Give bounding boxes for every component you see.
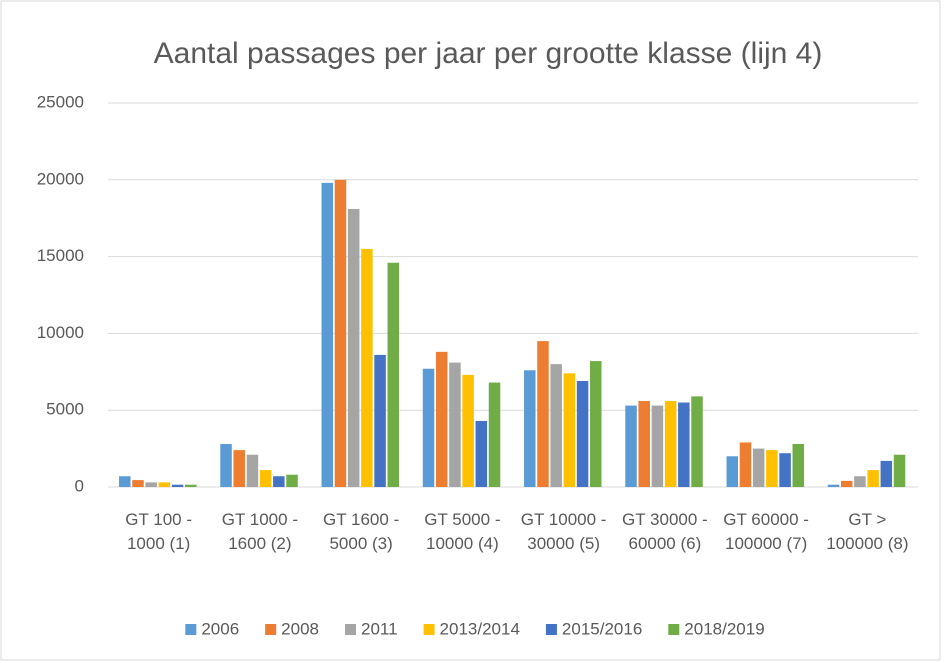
bar	[854, 476, 866, 487]
y-tick-label: 15000	[37, 246, 84, 265]
bar	[233, 450, 245, 487]
x-tick-label: GT 10000 - 30000 (5)	[520, 510, 607, 553]
bar	[678, 402, 690, 487]
legend-swatch	[265, 624, 277, 635]
bar	[524, 370, 536, 487]
bar	[651, 405, 664, 487]
bar	[286, 474, 298, 487]
legend-swatch	[344, 624, 356, 635]
x-tick-label: GT 30000 - 60000 (6)	[622, 510, 708, 553]
bar	[739, 442, 752, 487]
bar	[488, 382, 501, 487]
chart-title: Aantal passages per jaar per grootte kla…	[154, 37, 823, 70]
bar	[361, 248, 373, 487]
bar	[779, 453, 791, 487]
bar	[625, 405, 637, 487]
bar	[664, 400, 677, 487]
legend-label: 2015/2016	[562, 619, 642, 638]
bar	[827, 484, 840, 487]
legend-swatch	[185, 624, 197, 635]
bar	[321, 182, 334, 487]
legend-label: 2006	[201, 619, 239, 638]
legend-label: 2013/2014	[440, 619, 520, 638]
bar	[766, 450, 778, 487]
y-tick-label: 0	[75, 476, 84, 495]
bar	[246, 454, 259, 487]
legend-label: 2011	[361, 619, 398, 638]
bar	[537, 341, 549, 487]
bar	[347, 208, 360, 487]
bar	[792, 443, 805, 487]
bar	[259, 470, 272, 487]
x-tick-label: GT > 100000 (8)	[826, 510, 909, 553]
bar	[387, 262, 400, 487]
bar	[145, 482, 157, 487]
y-tick-label: 5000	[46, 400, 84, 419]
legend-swatch	[668, 624, 680, 635]
bar	[893, 454, 906, 487]
bar	[563, 373, 576, 487]
bar	[726, 456, 739, 487]
bar	[171, 484, 184, 487]
bar	[220, 443, 232, 487]
bar	[185, 484, 197, 487]
bar	[374, 354, 386, 487]
y-tick-label: 10000	[37, 323, 84, 342]
bar	[273, 476, 285, 487]
y-tick-label: 25000	[37, 92, 84, 111]
bar	[550, 364, 562, 487]
bar	[334, 179, 347, 488]
bar	[475, 420, 488, 487]
x-tick-label: GT 5000 - 10000 (4)	[424, 510, 501, 553]
legend-label: 2018/2019	[684, 619, 764, 638]
bar	[158, 482, 171, 487]
bar	[422, 368, 435, 487]
y-tick-label: 20000	[37, 169, 84, 188]
x-tick-label: GT 100 - 1000 (1)	[125, 510, 193, 553]
x-tick-label: GT 1600 - 5000 (3)	[323, 510, 400, 553]
bar	[119, 476, 131, 487]
legend-label: 2008	[281, 619, 319, 638]
x-tick-label: GT 60000 - 100000 (7)	[723, 510, 809, 553]
bar	[590, 361, 602, 487]
bar	[638, 400, 650, 487]
bar	[449, 362, 461, 487]
bar	[867, 470, 879, 487]
bar	[435, 351, 448, 487]
bar	[576, 381, 589, 487]
bar	[132, 480, 144, 487]
bar	[462, 374, 474, 487]
legend-swatch	[545, 624, 557, 635]
legend-swatch	[423, 624, 435, 635]
bar	[752, 448, 765, 487]
bar	[840, 480, 853, 487]
bar	[880, 460, 893, 487]
bar	[691, 396, 703, 487]
x-tick-label: GT 1000 - 1600 (2)	[221, 510, 298, 553]
